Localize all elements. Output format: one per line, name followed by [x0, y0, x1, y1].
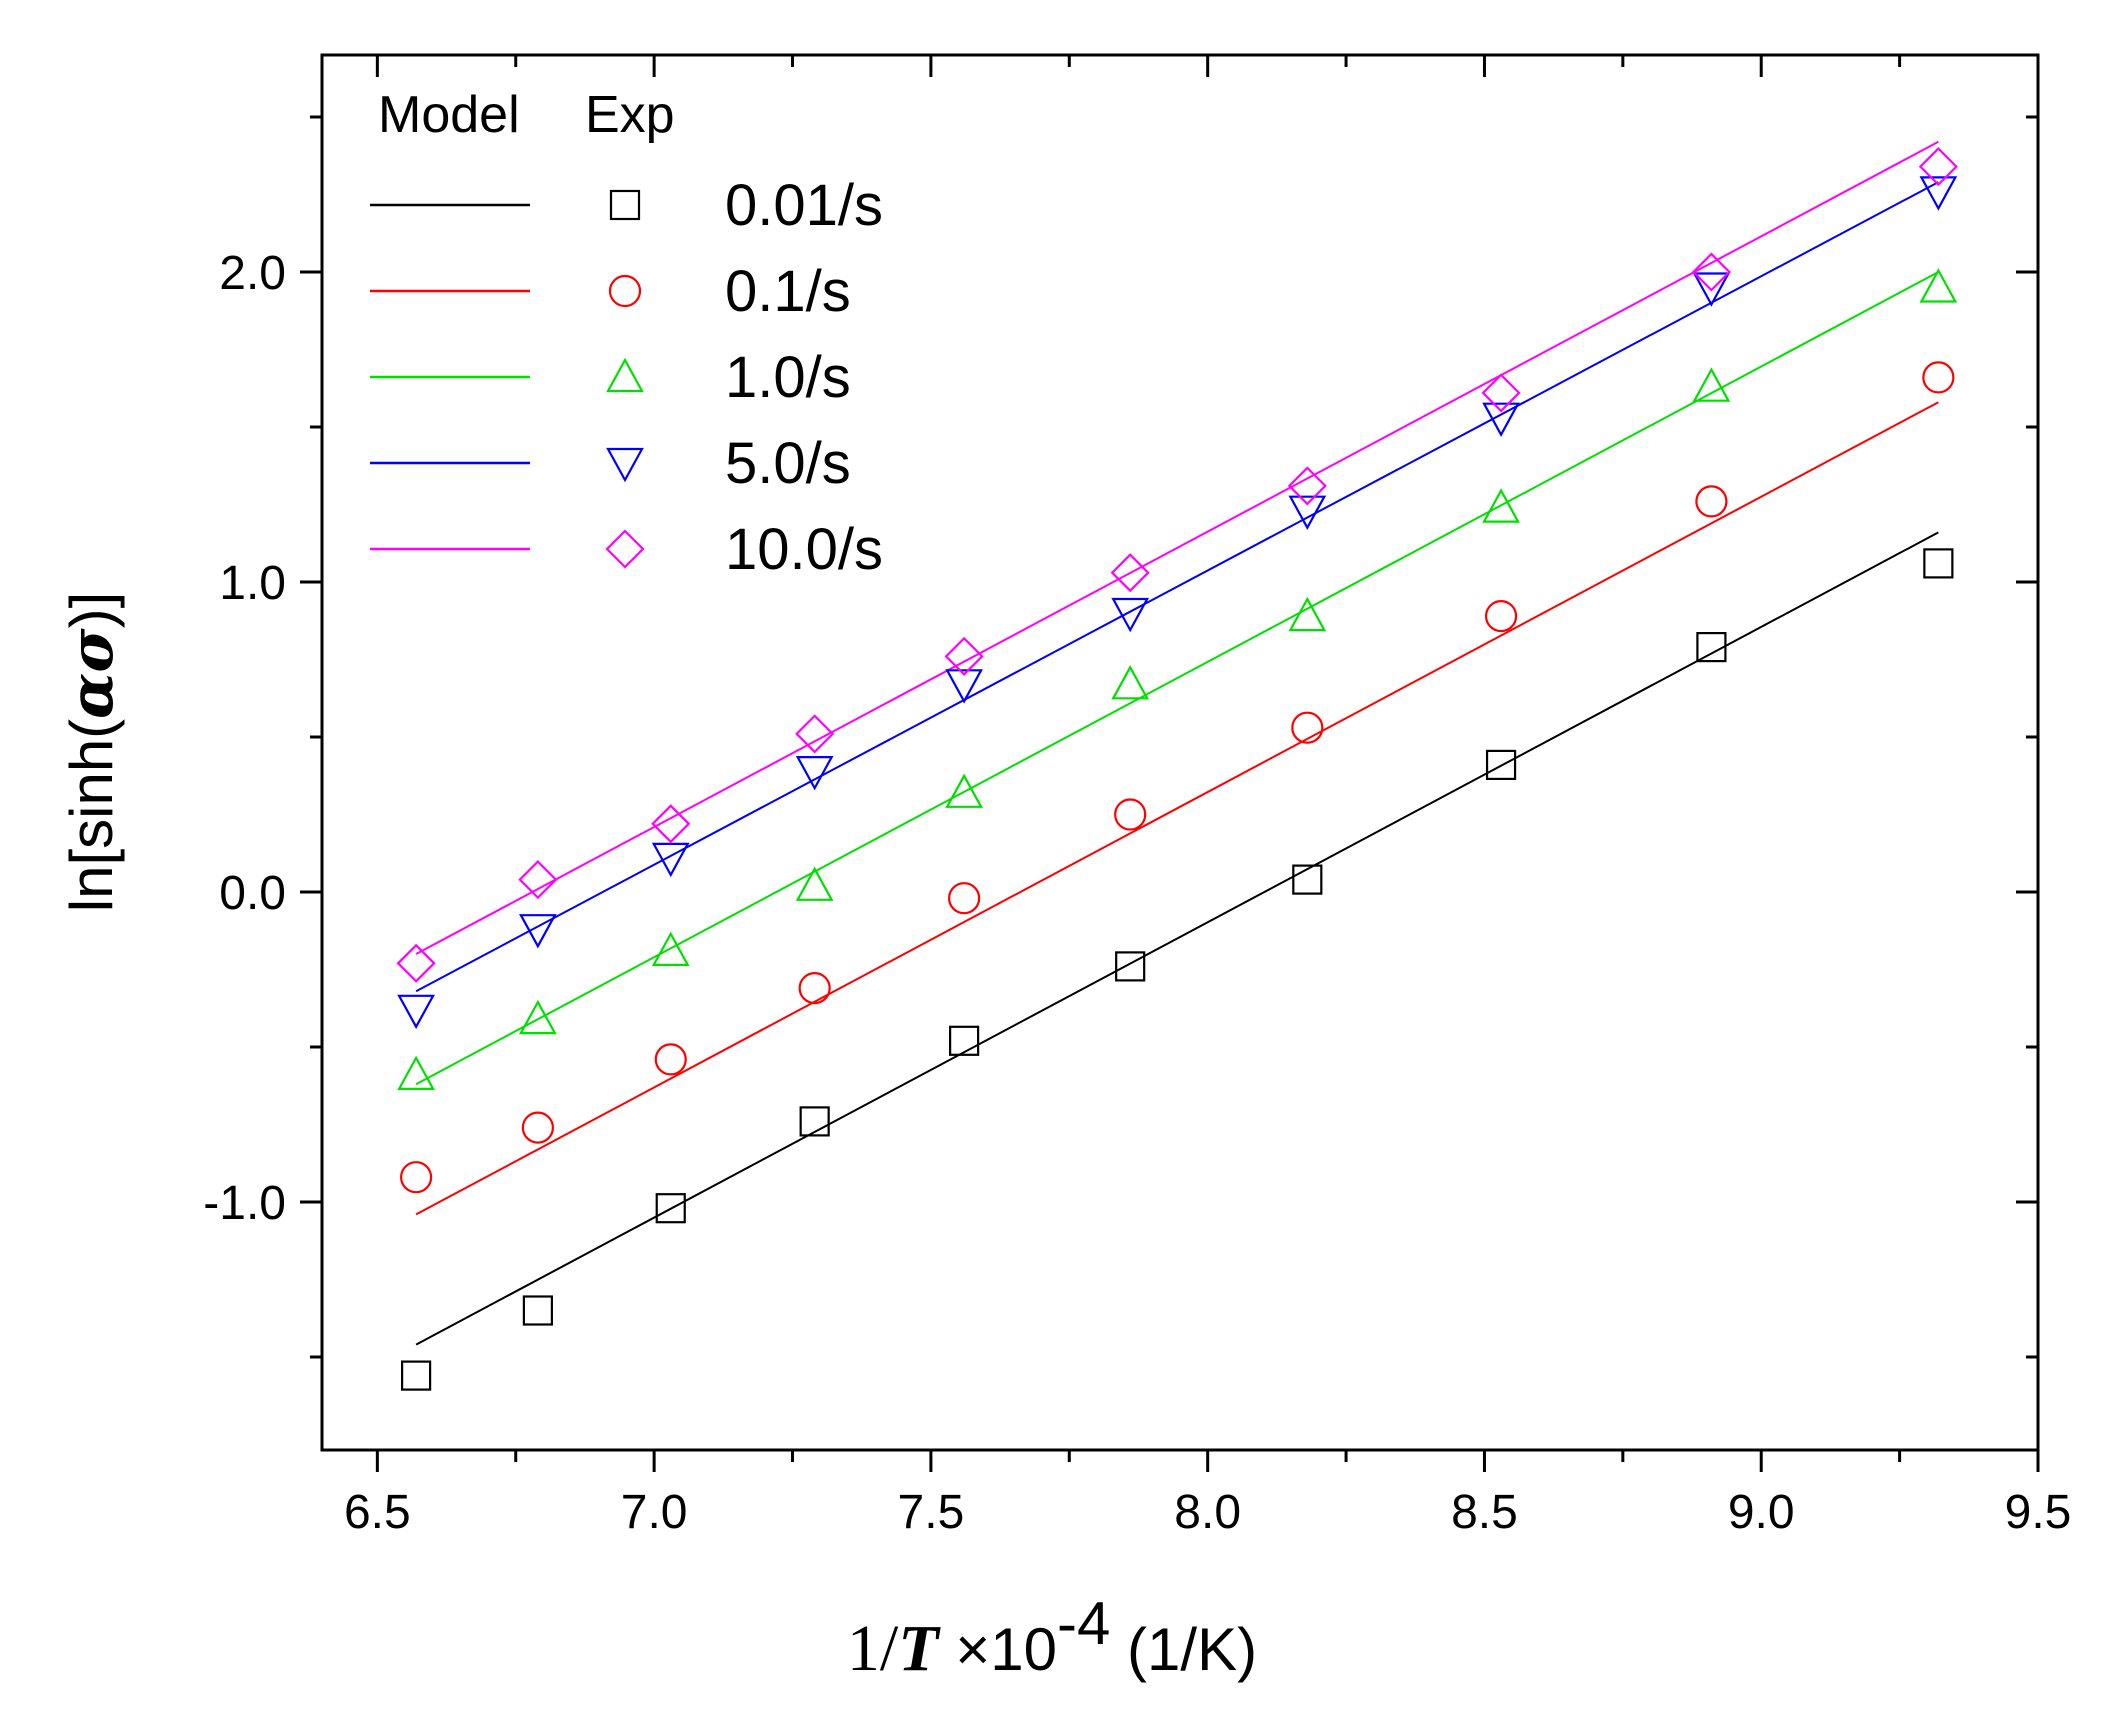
y-tick-label: 1.0 — [219, 557, 286, 610]
exp-point-5-0-s — [1288, 495, 1327, 530]
x-axis-label-unit: (1/K) — [1110, 1616, 1257, 1683]
exp-point-0-01-s — [1923, 548, 1954, 579]
exp-point-1-0-s — [1692, 367, 1731, 402]
exp-point-1-0-s — [945, 773, 983, 808]
exp-point-1-0-s — [651, 931, 690, 967]
exp-point-1-0-s — [1482, 488, 1520, 523]
exp-point-0-01-s — [1696, 631, 1727, 663]
exp-point-0-1-s — [1484, 599, 1518, 633]
exp-point-5-0-s — [1692, 272, 1731, 307]
legend-label-0-01-s: 0.01/s — [725, 173, 883, 238]
legend-label-5-0-s: 5.0/s — [725, 431, 851, 496]
exp-point-0-01-s — [799, 1106, 830, 1137]
exp-point-5-0-s — [651, 842, 690, 878]
y-axis-label-prefix: ln[sinh( — [58, 719, 125, 912]
axis-ticks-layer — [300, 55, 2040, 1472]
y-tick-label: 2.0 — [219, 247, 286, 300]
x-tick-label: 6.5 — [344, 1486, 411, 1539]
exp-point-0-01-s — [401, 1360, 432, 1391]
y-axis-label-greek: ασ — [57, 628, 127, 719]
exp-point-10-0-s — [795, 714, 835, 754]
exp-point-0-01-s — [1485, 749, 1517, 781]
model-line-10-0-s — [415, 140, 1939, 955]
legend-label-1-0-s: 1.0/s — [725, 345, 851, 410]
exp-point-0-01-s — [1292, 864, 1323, 895]
legend-exp-header: Exp — [585, 86, 675, 144]
model-line-0-1-s — [415, 401, 1939, 1216]
exp-point-0-1-s — [654, 1043, 687, 1076]
legend-marker-1-0-s — [606, 357, 644, 393]
exp-point-10-0-s — [1691, 252, 1731, 292]
legend-marker-0-1-s — [608, 274, 642, 308]
exp-point-1-0-s — [397, 1055, 435, 1091]
x-axis-label: 1/T ×10-4 (1/K) — [847, 1590, 1257, 1685]
y-tick-label: 0.0 — [219, 867, 286, 920]
x-tick-label: 8.0 — [1174, 1486, 1241, 1539]
exp-point-5-0-s — [1111, 597, 1150, 633]
model-line-5-0-s — [415, 181, 1939, 993]
x-axis-label-exponent: -4 — [1057, 1590, 1110, 1657]
exp-point-0-1-s — [1695, 485, 1728, 518]
exp-point-5-0-s — [519, 914, 557, 949]
model-line-0-01-s — [415, 531, 1939, 1346]
exp-point-10-0-s — [518, 860, 558, 900]
exp-point-1-0-s — [795, 866, 834, 901]
exp-point-0-01-s — [1115, 951, 1146, 982]
exp-point-10-0-s — [1918, 147, 1958, 187]
exp-point-0-1-s — [948, 882, 981, 915]
tick-labels-layer: 6.5 7.0 7.5 8.0 8.5 9.0 9.5 -1.0 0.0 1.0 2.0 — [203, 247, 2071, 1539]
exp-point-10-0-s — [1287, 466, 1327, 506]
exp-point-0-1-s — [1922, 361, 1955, 394]
exp-point-10-0-s — [1481, 373, 1521, 413]
x-tick-label: 8.5 — [1451, 1486, 1518, 1539]
legend: Model Exp 0.01/s 0.1/s 1.0/s 5.0/s 10.0/s — [370, 86, 883, 582]
exp-point-1-0-s — [1288, 596, 1327, 632]
exp-point-0-01-s — [655, 1193, 686, 1224]
exp-point-0-01-s — [949, 1025, 980, 1056]
legend-marker-10-0-s — [605, 529, 645, 569]
x-axis-label-var: T — [898, 1612, 941, 1685]
y-axis-label: ln[sinh(ασ)] — [57, 592, 127, 913]
exp-point-0-1-s — [521, 1111, 554, 1144]
x-axis-label-prefix: 1/ — [847, 1612, 899, 1685]
legend-model-header: Model — [378, 86, 520, 144]
exp-point-0-1-s — [1114, 798, 1147, 831]
exp-point-10-0-s — [1110, 553, 1150, 593]
x-tick-label: 9.0 — [1728, 1486, 1795, 1539]
exp-point-0-1-s — [400, 1161, 433, 1194]
x-tick-label: 7.5 — [898, 1486, 965, 1539]
exp-point-10-0-s — [396, 943, 436, 983]
exp-point-5-0-s — [1482, 402, 1520, 437]
model-line-1-0-s — [415, 271, 1939, 1086]
experimental-markers-layer — [396, 147, 1958, 1391]
model-lines-layer — [415, 140, 1939, 1346]
y-axis-label-suffix: )] — [58, 592, 125, 629]
exp-point-1-0-s — [1111, 665, 1150, 700]
exp-point-5-0-s — [397, 994, 435, 1030]
exp-point-0-1-s — [798, 971, 831, 1005]
y-tick-label: -1.0 — [203, 1177, 286, 1230]
exp-point-1-0-s — [1919, 268, 1958, 303]
exp-point-0-01-s — [522, 1295, 553, 1326]
legend-label-10-0-s: 10.0/s — [725, 517, 883, 582]
exp-point-1-0-s — [519, 999, 557, 1035]
x-tick-label: 7.0 — [621, 1486, 688, 1539]
legend-marker-0-01-s — [609, 189, 641, 221]
legend-label-0-1-s: 0.1/s — [725, 259, 851, 324]
exp-point-5-0-s — [1919, 176, 1958, 211]
exp-point-0-1-s — [1291, 711, 1324, 744]
exp-point-10-0-s — [944, 636, 984, 676]
exp-point-5-0-s — [795, 755, 834, 791]
exp-point-5-0-s — [945, 669, 983, 704]
x-axis-label-times: ×10 — [939, 1616, 1057, 1683]
exp-point-10-0-s — [651, 804, 691, 844]
plot-frame — [320, 53, 2040, 1452]
legend-entries: 0.01/s 0.1/s 1.0/s 5.0/s 10.0/s — [370, 173, 883, 582]
x-tick-label: 9.5 — [2005, 1486, 2072, 1539]
legend-marker-5-0-s — [606, 447, 644, 483]
